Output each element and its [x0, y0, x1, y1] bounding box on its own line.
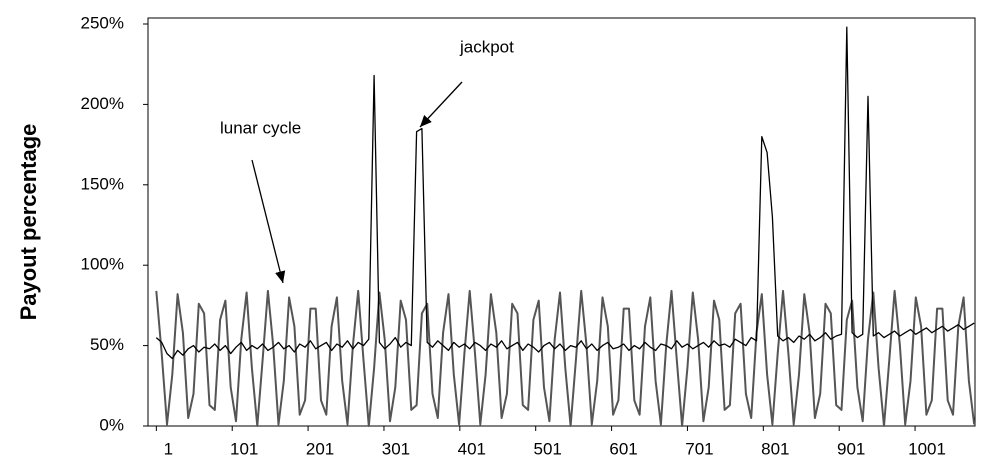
series-line — [155, 26, 975, 360]
y-tick-label: 250% — [81, 13, 124, 32]
x-tick-label: 101 — [230, 439, 258, 458]
series-line — [155, 289, 976, 427]
annotation-arrow — [419, 81, 463, 128]
plot-frame — [147, 17, 976, 427]
x-tick-label: 301 — [382, 439, 410, 458]
y-tick-label: 200% — [81, 94, 124, 113]
x-tick-label: 801 — [761, 439, 789, 458]
x-tick-label: 601 — [609, 439, 637, 458]
y-tick-label: 150% — [81, 174, 124, 193]
x-tick-label: 201 — [306, 439, 334, 458]
x-tick-label: 701 — [685, 439, 713, 458]
y-axis-title: Payout percentage — [16, 124, 41, 321]
y-tick-label: 0% — [99, 415, 124, 434]
x-tick-label: 501 — [534, 439, 562, 458]
annotation: jackpot — [459, 37, 514, 56]
annotation: lunar cycle — [220, 118, 301, 137]
y-tick-label: 50% — [90, 335, 124, 354]
annotation-arrow — [251, 159, 286, 284]
x-tick-label: 1001 — [908, 439, 946, 458]
x-tick-label: 401 — [458, 439, 486, 458]
x-tick-label: 1 — [164, 439, 173, 458]
x-tick-label: 901 — [837, 439, 865, 458]
y-tick-label: 100% — [81, 255, 124, 274]
